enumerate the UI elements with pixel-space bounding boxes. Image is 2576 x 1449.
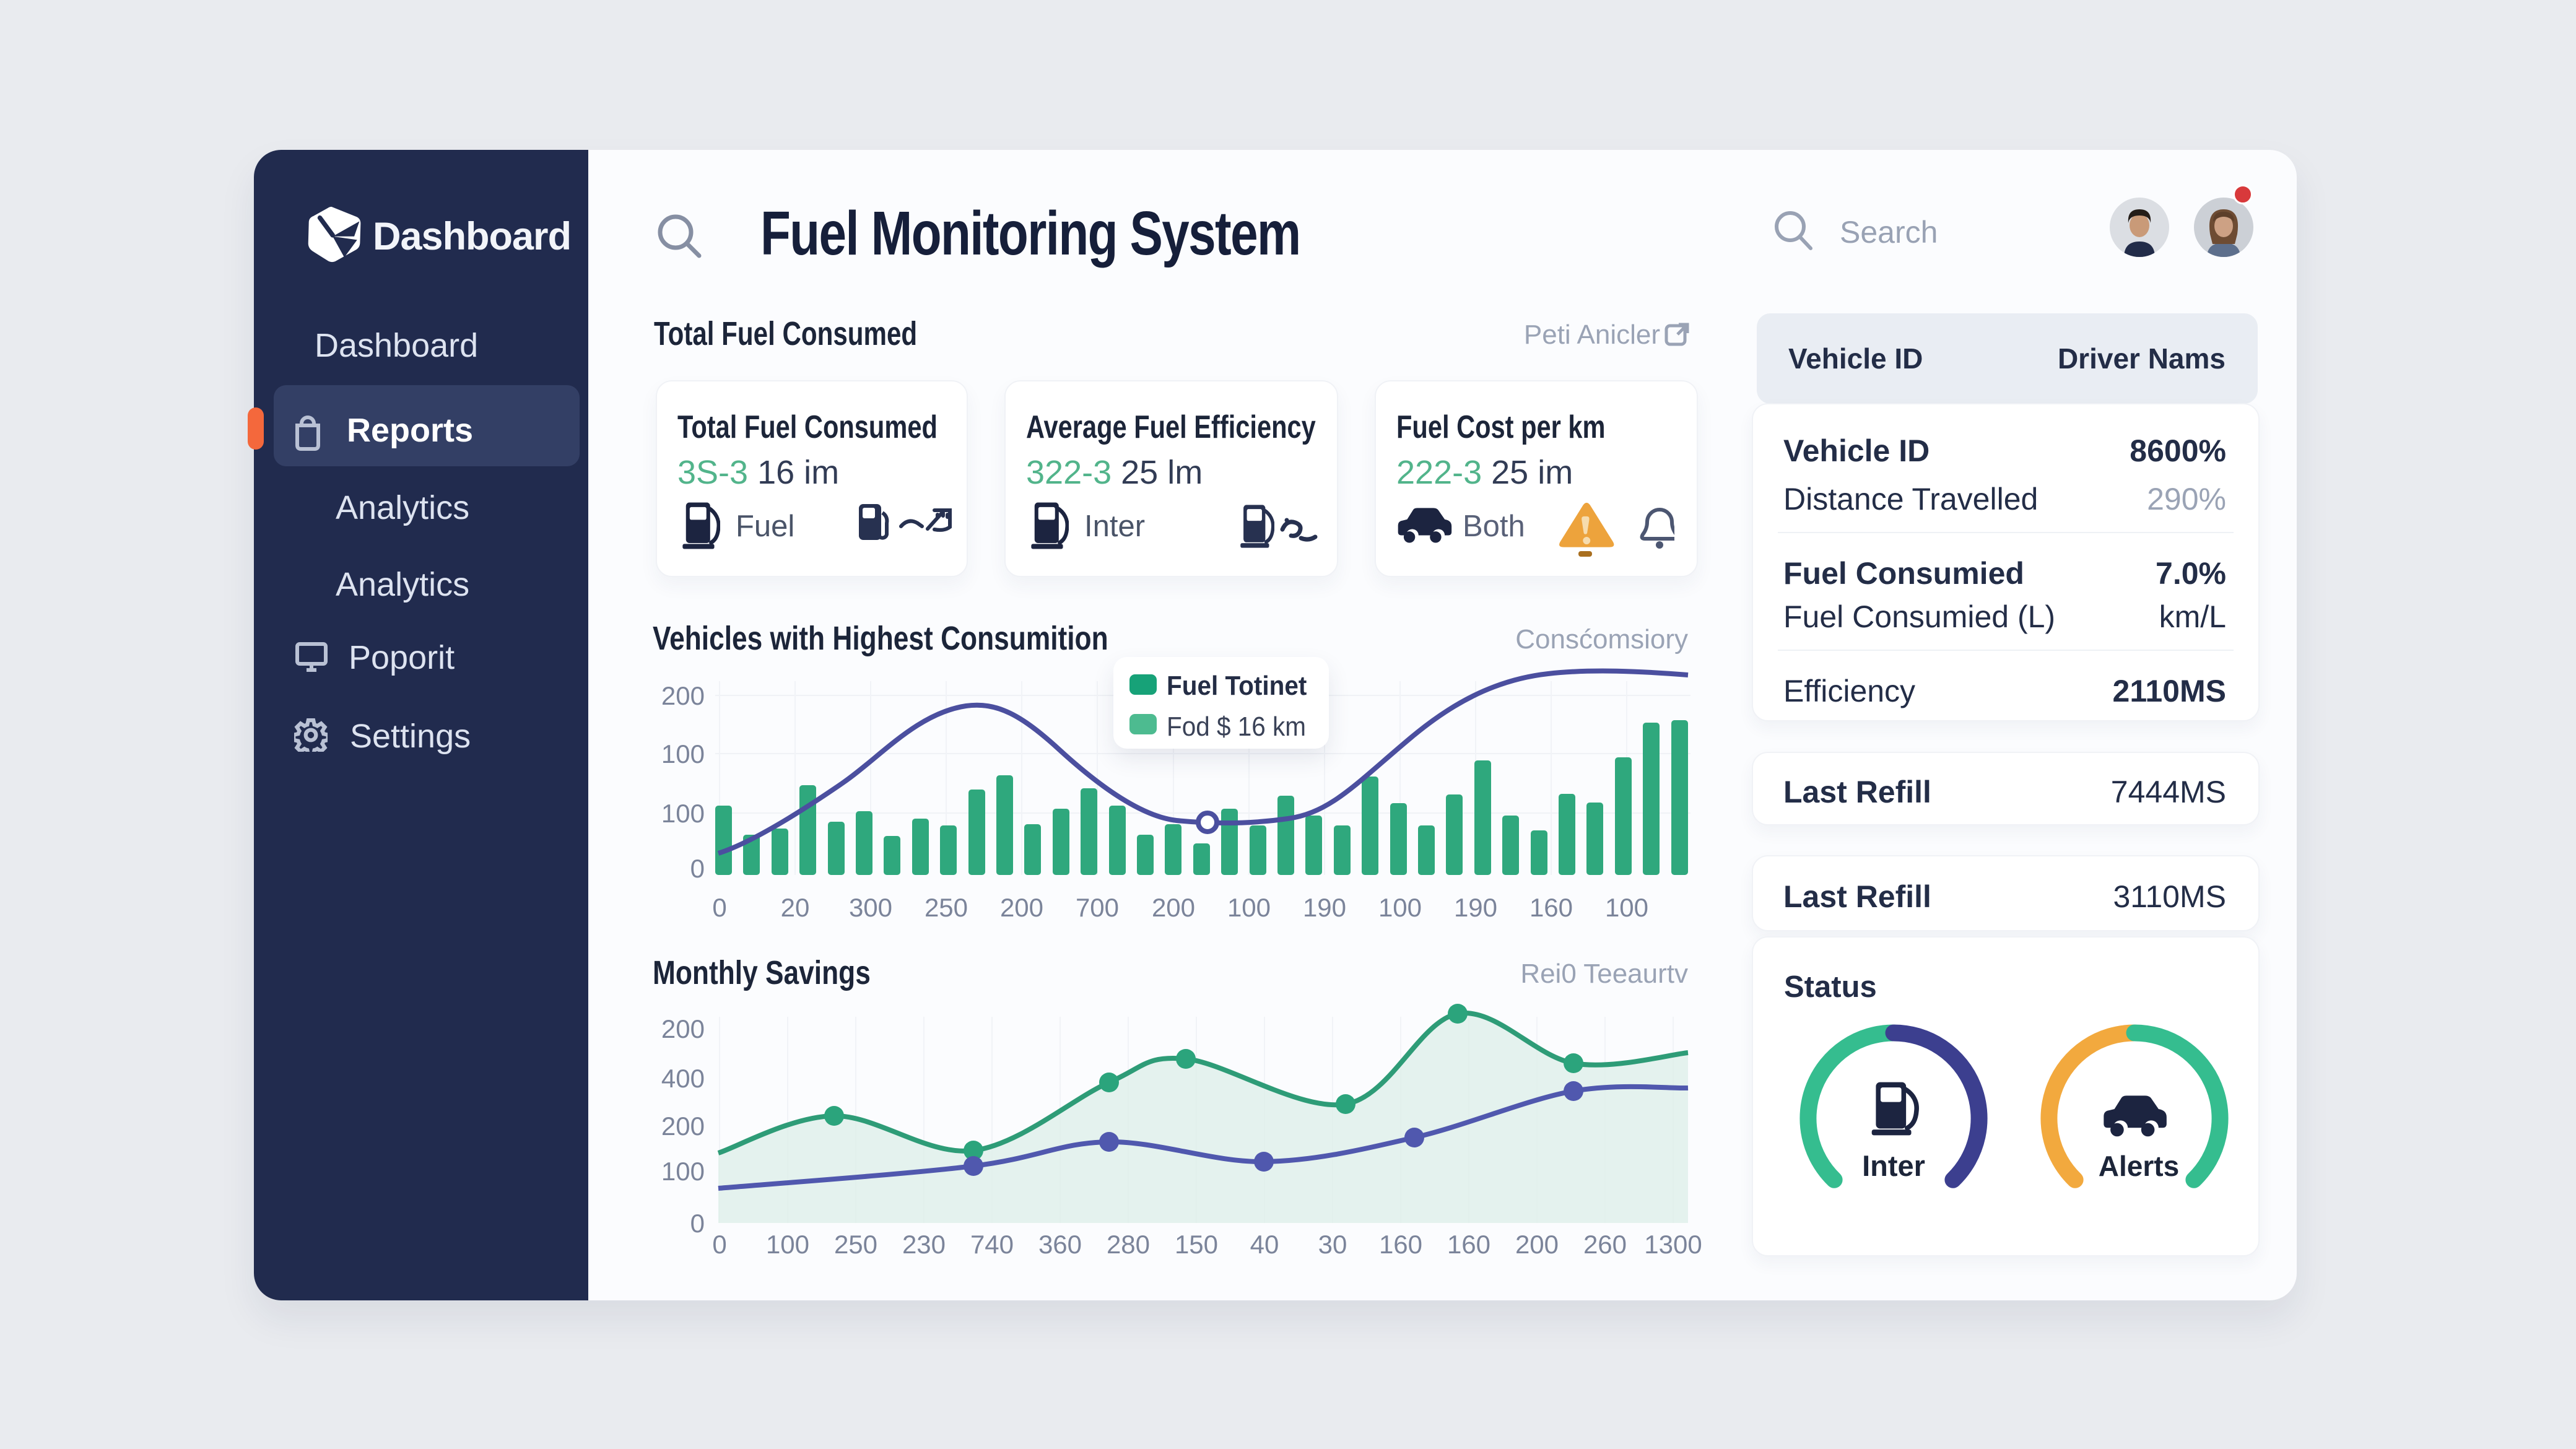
svg-text:Alerts: Alerts (2099, 1150, 2179, 1182)
svg-text:100: 100 (1605, 893, 1648, 922)
svg-text:0: 0 (690, 1209, 705, 1238)
svg-text:200: 200 (661, 1014, 705, 1043)
svg-text:100: 100 (1227, 893, 1271, 922)
svg-text:160: 160 (1530, 893, 1573, 922)
svg-text:260: 260 (1583, 1230, 1627, 1259)
svg-text:190: 190 (1303, 893, 1346, 922)
svg-text:190: 190 (1454, 893, 1497, 922)
svg-text:100: 100 (661, 799, 705, 828)
svg-text:160: 160 (1379, 1230, 1422, 1259)
svg-text:200: 200 (661, 681, 705, 710)
svg-text:200: 200 (661, 1112, 705, 1141)
svg-text:100: 100 (661, 1157, 705, 1186)
svg-text:40: 40 (1250, 1230, 1279, 1259)
svg-text:100: 100 (661, 739, 705, 768)
svg-text:Inter: Inter (1862, 1149, 1925, 1182)
svg-text:160: 160 (1447, 1230, 1490, 1259)
svg-text:200: 200 (1152, 893, 1195, 922)
svg-text:1300: 1300 (1644, 1230, 1702, 1259)
svg-text:100: 100 (1378, 893, 1422, 922)
svg-text:250: 250 (925, 893, 968, 922)
svg-text:280: 280 (1107, 1230, 1150, 1259)
svg-text:400: 400 (661, 1064, 705, 1093)
svg-text:150: 150 (1175, 1230, 1218, 1259)
svg-text:100: 100 (766, 1230, 809, 1259)
svg-text:200: 200 (1000, 893, 1043, 922)
svg-text:360: 360 (1038, 1230, 1082, 1259)
svg-text:740: 740 (970, 1230, 1014, 1259)
svg-text:230: 230 (902, 1230, 946, 1259)
svg-text:0: 0 (690, 854, 705, 883)
svg-text:250: 250 (834, 1230, 877, 1259)
svg-text:700: 700 (1076, 893, 1119, 922)
svg-text:300: 300 (849, 893, 892, 922)
svg-text:20: 20 (781, 893, 810, 922)
svg-text:200: 200 (1515, 1230, 1559, 1259)
svg-text:30: 30 (1318, 1230, 1347, 1259)
svg-text:0: 0 (712, 1230, 726, 1259)
svg-text:0: 0 (712, 893, 726, 922)
